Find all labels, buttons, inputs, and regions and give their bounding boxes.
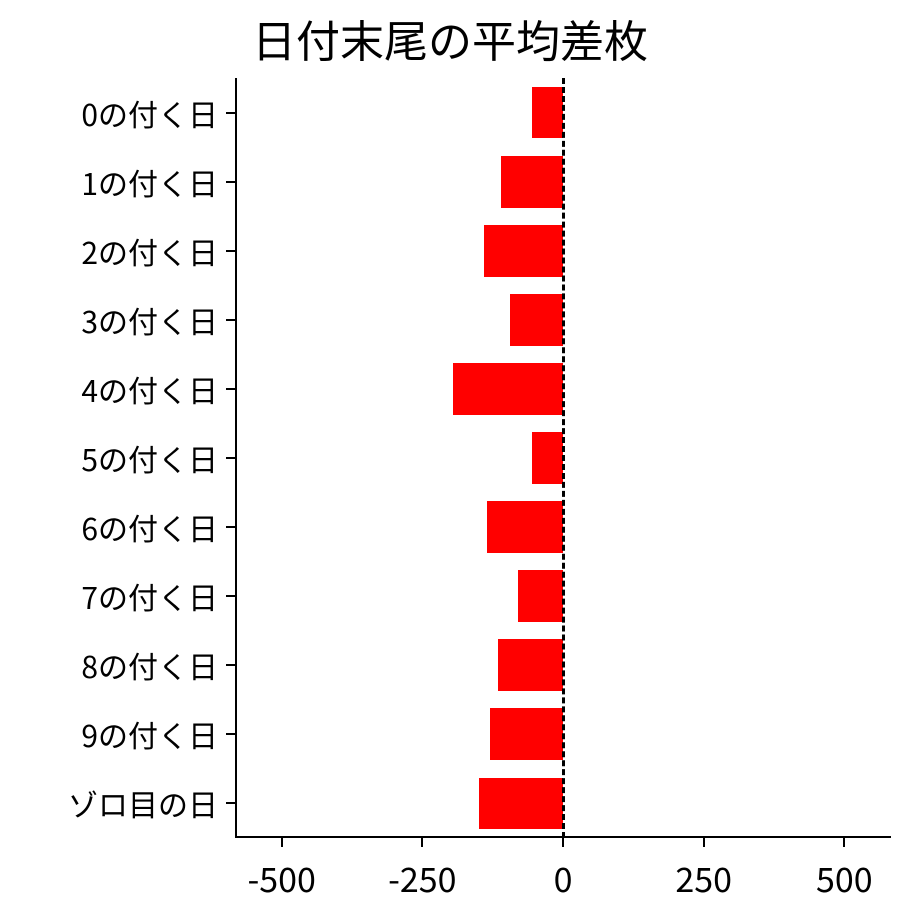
bar xyxy=(501,156,563,208)
y-tick-label: 8の付く日 xyxy=(4,643,218,687)
x-tick-label: 500 xyxy=(816,853,873,900)
y-axis xyxy=(235,78,237,838)
x-tick xyxy=(843,838,845,847)
y-tick-label: 2の付く日 xyxy=(4,229,218,273)
bar xyxy=(484,225,563,277)
y-tick-label: 5の付く日 xyxy=(4,436,218,480)
bar xyxy=(490,708,563,760)
y-tick xyxy=(226,526,235,528)
y-tick xyxy=(226,664,235,666)
plot-area: -500-25002505000の付く日1の付く日2の付く日3の付く日4の付く日… xyxy=(235,78,891,838)
y-tick xyxy=(226,733,235,735)
x-tick xyxy=(421,838,423,847)
y-tick xyxy=(226,112,235,114)
y-tick-label: 9の付く日 xyxy=(4,712,218,756)
y-tick-label: 4の付く日 xyxy=(4,367,218,411)
bar xyxy=(487,501,563,553)
y-tick-label: ゾロ目の日 xyxy=(4,781,218,825)
bar xyxy=(532,87,563,139)
x-tick-label: -250 xyxy=(388,853,456,900)
y-tick-label: 7の付く日 xyxy=(4,574,218,618)
zero-line xyxy=(562,78,565,838)
bar xyxy=(498,639,563,691)
y-tick xyxy=(226,595,235,597)
y-tick xyxy=(226,457,235,459)
y-tick-label: 0の付く日 xyxy=(4,91,218,135)
y-tick xyxy=(226,250,235,252)
x-tick-label: 0 xyxy=(554,853,573,900)
x-tick-label: 250 xyxy=(675,853,732,900)
bar xyxy=(510,294,563,346)
y-tick-label: 6の付く日 xyxy=(4,505,218,549)
x-tick xyxy=(281,838,283,847)
bar xyxy=(518,570,563,622)
x-tick-label: -500 xyxy=(247,853,315,900)
chart-title: 日付末尾の平均差枚 xyxy=(0,6,900,70)
y-tick-label: 1の付く日 xyxy=(4,160,218,204)
x-tick xyxy=(703,838,705,847)
x-tick xyxy=(562,838,564,847)
y-tick xyxy=(226,181,235,183)
y-tick xyxy=(226,802,235,804)
bar xyxy=(479,778,563,830)
y-tick xyxy=(226,319,235,321)
y-tick-label: 3の付く日 xyxy=(4,298,218,342)
bar xyxy=(453,363,563,415)
y-tick xyxy=(226,388,235,390)
bar xyxy=(532,432,563,484)
chart-root: 日付末尾の平均差枚 -500-25002505000の付く日1の付く日2の付く日… xyxy=(0,0,900,900)
